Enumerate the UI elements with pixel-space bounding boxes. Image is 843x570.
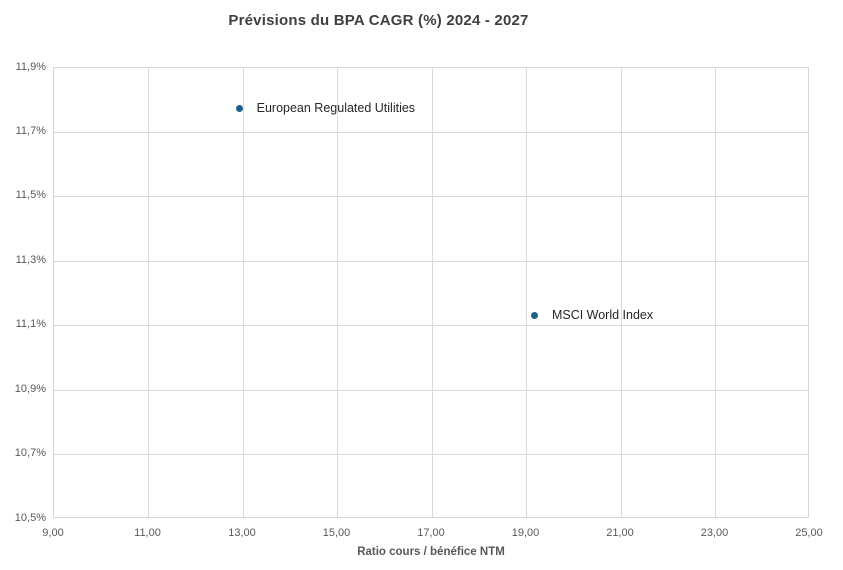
horizontal-gridline	[54, 260, 808, 262]
y-tick-label: 11,9%	[15, 60, 46, 73]
x-tick-label: 21,00	[606, 527, 634, 539]
y-tick-label: 10,9%	[14, 382, 46, 395]
horizontal-gridline	[54, 389, 808, 391]
x-tick-label: 17,00	[417, 527, 445, 539]
data-point-label: MSCI World Index	[551, 307, 654, 322]
vertical-gridline	[620, 68, 622, 517]
y-tick-label: 11,1%	[15, 318, 46, 331]
x-tick-label: 9,00	[42, 527, 64, 539]
x-tick-label: 15,00	[322, 527, 351, 539]
x-tick-label: 25,00	[795, 527, 823, 539]
y-tick-label: 11,3%	[15, 253, 46, 266]
x-tick-label: 23,00	[700, 527, 729, 539]
vertical-gridline	[337, 68, 338, 517]
x-tick-label: 19,00	[511, 527, 540, 539]
plot-area	[53, 67, 809, 518]
data-point-marker	[531, 311, 539, 319]
y-tick-label: 10,7%	[14, 447, 46, 460]
vertical-gridline	[526, 68, 527, 517]
vertical-gridline	[715, 68, 716, 517]
data-point-marker	[236, 105, 244, 113]
horizontal-gridline	[54, 196, 808, 198]
x-tick-label: 13,00	[228, 527, 256, 539]
chart-title: Prévisions du BPA CAGR (%) 2024 - 2027	[228, 12, 529, 29]
data-point-label: European Regulated Utilities	[256, 101, 416, 116]
vertical-gridline	[242, 68, 244, 517]
horizontal-gridline	[54, 131, 808, 133]
horizontal-gridline	[54, 325, 808, 327]
vertical-gridline	[431, 68, 433, 517]
y-tick-label: 11,7%	[15, 124, 46, 137]
x-tick-label: 11,00	[134, 527, 161, 539]
x-axis-title: Ratio cours / bénéfice NTM	[357, 546, 505, 558]
horizontal-gridline	[54, 454, 808, 456]
y-tick-label: 10,5%	[14, 511, 46, 524]
vertical-gridline	[148, 68, 149, 517]
y-tick-label: 11,5%	[15, 189, 46, 202]
